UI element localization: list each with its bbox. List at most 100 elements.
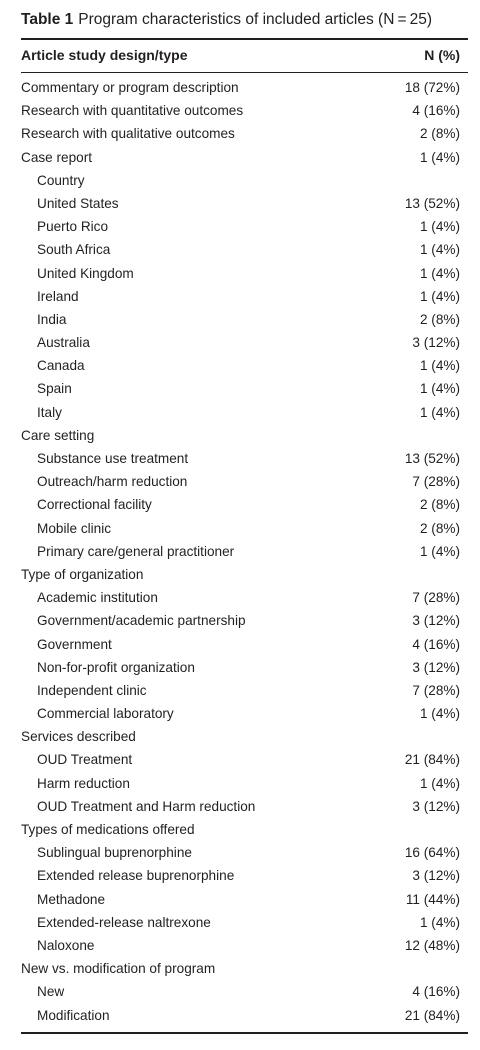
table-header: Article study design/type N (%) — [21, 45, 468, 67]
row-label: Italy — [37, 404, 62, 420]
table-body: Commentary or program description 18 (72%… — [21, 77, 468, 1028]
row-label: Research with qualitative outcomes — [21, 126, 235, 142]
row-value: 1 (4%) — [419, 242, 460, 258]
row-label: Naloxone — [37, 937, 95, 953]
row-label: Primary care/general practitioner — [37, 543, 235, 559]
table-row: Country — [21, 170, 468, 193]
row-value: 7 (28%) — [412, 682, 460, 698]
row-label: Types of medications offered — [21, 822, 195, 837]
table-row: Case report 1 (4%) — [21, 147, 468, 170]
table-row: Canada 1 (4%) — [21, 355, 468, 378]
table-row: Harm reduction 1 (4%) — [21, 773, 468, 796]
row-value: 16 (64%) — [404, 845, 460, 861]
table-row: Mobile clinic 2 (8%) — [21, 518, 468, 541]
top-rule — [21, 38, 468, 40]
row-value: 7 (28%) — [412, 590, 460, 606]
row-value: 2 (8%) — [419, 497, 460, 513]
row-label: New — [37, 984, 65, 1000]
table-row: Commentary or program description 18 (72%… — [21, 77, 468, 100]
row-label: Modification — [37, 1007, 110, 1023]
table-row: Government 4 (16%) — [21, 634, 468, 657]
row-value: 2 (8%) — [419, 126, 460, 142]
row-value: 1 (4%) — [419, 149, 460, 165]
row-value: 3 (12%) — [412, 335, 460, 351]
bottom-rule — [21, 1032, 468, 1034]
table-row: Research with qualitative outcomes 2 (8%) — [21, 123, 468, 146]
row-label: Care setting — [21, 427, 95, 443]
table-row: Government/academic partnership 3 (12%) — [21, 610, 468, 633]
row-label: South Africa — [37, 242, 111, 258]
row-value: 1 (4%) — [419, 219, 460, 235]
row-value: 11 (44%) — [405, 891, 460, 907]
table-row: Modification 21 (84%) — [21, 1005, 468, 1028]
row-label: Correctional facility — [37, 497, 152, 513]
table-title: Program characteristics of included arti… — [78, 11, 433, 28]
table-row: Services described — [21, 726, 468, 749]
row-value: 21 (84%) — [404, 752, 460, 768]
row-label: Type of organization — [21, 566, 144, 582]
table-row: Research with quantitative outcomes 4 (16… — [21, 100, 468, 123]
table-row: Types of medications offered — [21, 819, 468, 842]
row-label: Puerto Rico — [37, 219, 109, 235]
row-value: 3 (12%) — [412, 613, 460, 629]
row-label: OUD Treatment — [37, 752, 133, 768]
table-number: Table 1 — [21, 11, 74, 28]
row-value: 4 (16%) — [412, 636, 460, 652]
row-label: Commentary or program description — [21, 80, 239, 95]
table-row: Extended release buprenorphine 3 (12%) — [21, 865, 468, 888]
row-label: India — [37, 311, 67, 327]
row-label: Services described — [21, 729, 136, 745]
table-row: Primary care/general practitioner 1 (4%) — [21, 541, 468, 564]
row-label: Extended release buprenorphine — [37, 868, 235, 884]
row-value: 1 (4%) — [419, 543, 460, 559]
row-value: 21 (84%) — [404, 1007, 460, 1023]
table-row: Substance use treatment 13 (52%) — [21, 448, 468, 471]
table-row: OUD Treatment 21 (84%) — [21, 749, 468, 772]
row-value: 4 (16%) — [412, 103, 460, 119]
table-row: OUD Treatment and Harm reduction 3 (12%) — [21, 796, 468, 819]
table-row: Commercial laboratory 1 (4%) — [21, 703, 468, 726]
table-row: Type of organization — [21, 564, 468, 587]
table-row: Correctional facility 2 (8%) — [21, 494, 468, 517]
table-row: Non-for-profit organization 3 (12%) — [21, 657, 468, 680]
row-value: 4 (16%) — [412, 984, 460, 1000]
table-row: Outreach/harm reduction 7 (28%) — [21, 471, 468, 494]
header-rule — [21, 72, 468, 73]
table-row: South Africa 1 (4%) — [21, 239, 468, 262]
table-row: Italy 1 (4%) — [21, 402, 468, 425]
table-row: Sublingual buprenorphine 16 (64%) — [21, 842, 468, 865]
table-row: India 2 (8%) — [21, 309, 468, 332]
table-row: Puerto Rico 1 (4%) — [21, 216, 468, 239]
row-label: Commercial laboratory — [37, 706, 174, 722]
table-row: New 4 (16%) — [21, 981, 468, 1004]
row-label: OUD Treatment and Harm reduction — [37, 798, 256, 814]
row-label: Australia — [37, 335, 90, 351]
row-value: 1 (4%) — [419, 914, 460, 930]
row-label: Methadone — [37, 891, 106, 907]
row-value: 2 (8%) — [419, 520, 460, 536]
table-row: Academic institution 7 (28%) — [21, 587, 468, 610]
table-row: Australia 3 (12%) — [21, 332, 468, 355]
table-row: Ireland 1 (4%) — [21, 286, 468, 309]
row-label: Country — [37, 172, 85, 188]
row-value: 1 (4%) — [419, 706, 460, 722]
row-value: 1 (4%) — [419, 381, 460, 397]
table-row: Spain 1 (4%) — [21, 378, 468, 401]
row-label: Research with quantitative outcomes — [21, 103, 244, 119]
row-label: Extended-release naltrexone — [37, 914, 211, 930]
row-label: Independent clinic — [37, 682, 147, 698]
row-label: United States — [37, 195, 119, 211]
row-label: Sublingual buprenorphine — [37, 845, 192, 861]
row-value: 1 (4%) — [419, 265, 460, 281]
row-value: 1 (4%) — [419, 288, 460, 304]
row-label: Ireland — [37, 288, 79, 304]
table-row: United States 13 (52%) — [21, 193, 468, 216]
row-value: 13 (52%) — [404, 451, 460, 466]
row-value: 2 (8%) — [419, 311, 460, 327]
row-label: New vs. modification of program — [21, 961, 216, 977]
row-label: Canada — [37, 358, 85, 374]
table-row: Methadone 11 (44%) — [21, 889, 468, 912]
table-caption: Table 1 Program characteristics of includ… — [21, 11, 432, 29]
table-row: Care setting — [21, 425, 468, 448]
